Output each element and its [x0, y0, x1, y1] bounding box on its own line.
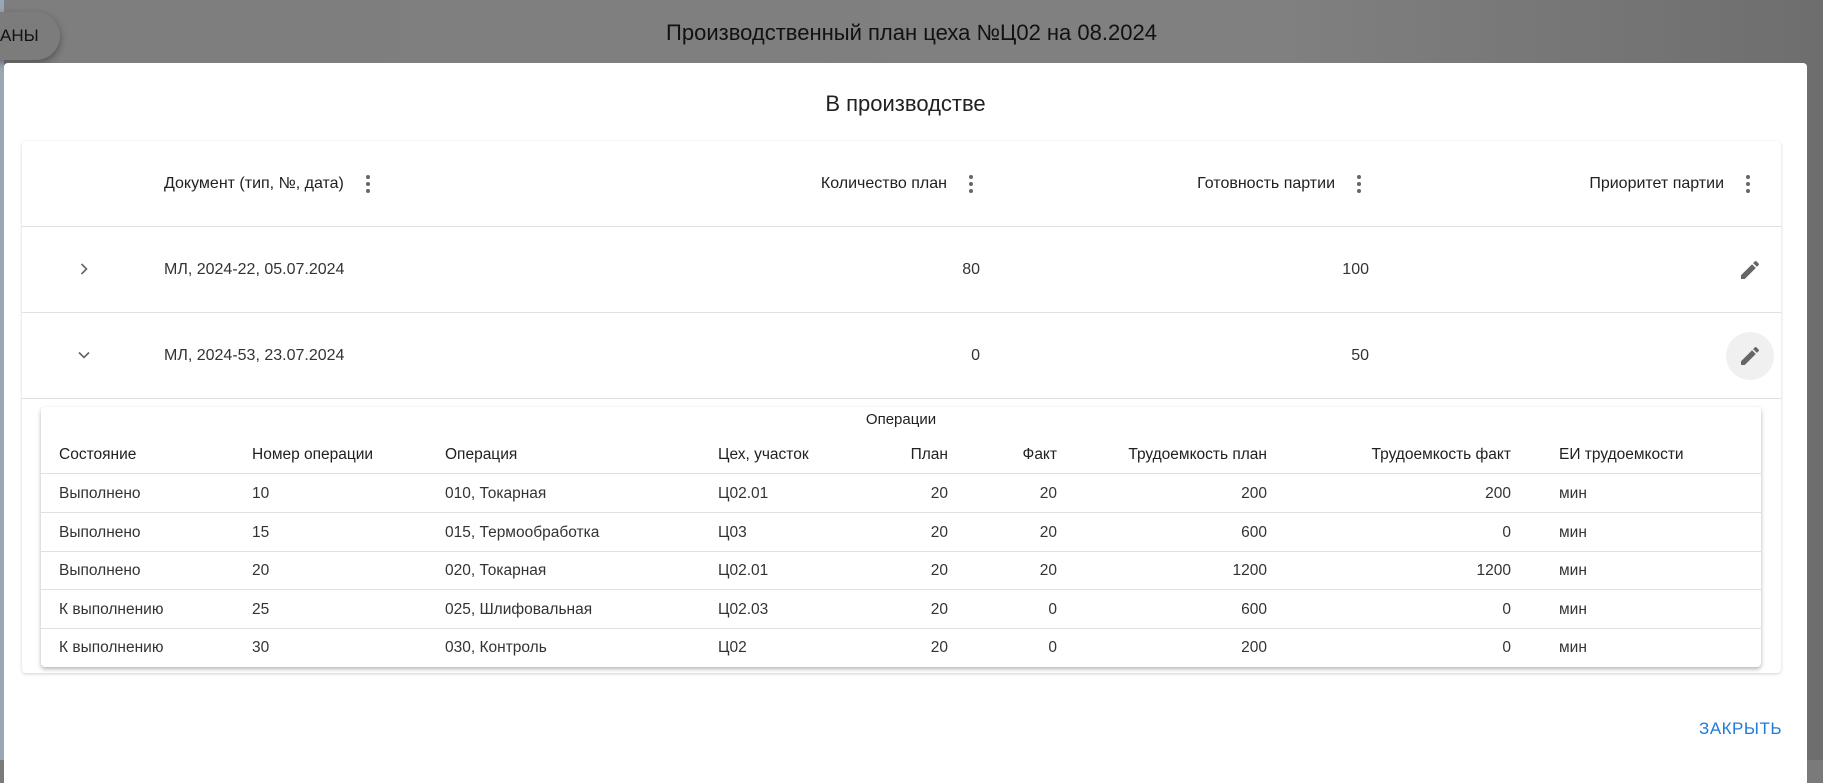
edit-button[interactable] — [1726, 332, 1774, 380]
workshop-cell: Ц02.01 — [718, 485, 769, 502]
labor-plan-cell: 600 — [1241, 523, 1267, 541]
op-number-cell: 15 — [252, 523, 270, 541]
column-label: Документ (тип, №, дата) — [164, 175, 344, 192]
operations-subtable: Операции Состояние Номер операции Операция… — [41, 407, 1761, 667]
document-cell: МЛ, 2024-53, 23.07.2024 — [164, 347, 345, 364]
chevron-down-icon[interactable] — [74, 345, 94, 365]
labor-plan-cell: 1200 — [1232, 562, 1267, 579]
dialog: В производстве Документ (тип, №, дата) К… — [4, 63, 1807, 783]
qty-plan-cell: 0 — [971, 347, 980, 364]
plan-cell: 20 — [930, 562, 948, 579]
labor-fact-cell: 0 — [1502, 600, 1511, 618]
workshop-cell: Цех, участок — [718, 446, 809, 463]
column-menu-icon[interactable] — [358, 172, 378, 196]
window-edge — [0, 0, 4, 760]
status-cell: Выполнено — [59, 562, 141, 579]
labor-fact-cell: 200 — [1485, 485, 1511, 502]
plan-cell: 20 — [930, 639, 948, 656]
table-header: Документ (тип, №, дата) Количество план … — [22, 141, 1781, 227]
op-number-cell: Номер операции — [252, 446, 374, 463]
plan-cell: 20 — [930, 485, 948, 502]
document-cell: МЛ, 2024-22, 05.07.2024 — [164, 261, 345, 278]
operation-row: К выполнению 25 025, Шлифовальная Ц02.03 20 0… — [41, 590, 1761, 629]
production-table: Документ (тип, №, дата) Количество план … — [22, 141, 1781, 673]
column-menu-icon[interactable] — [1738, 172, 1758, 196]
column-label: Количество план — [820, 175, 947, 192]
column-menu-icon[interactable] — [1349, 172, 1369, 196]
plan-cell: 20 — [930, 600, 948, 618]
pencil-icon — [1741, 346, 1760, 365]
fact-cell: 20 — [1039, 562, 1057, 579]
op-number-cell: 10 — [252, 485, 270, 502]
op-number-cell: 30 — [252, 639, 270, 656]
status-cell: Выполнено — [59, 485, 141, 502]
qty-plan-cell: 80 — [962, 261, 980, 278]
operation-row: Выполнено 20 020, Токарная Ц02.01 20 20 1200 12… — [41, 551, 1761, 590]
labor-plan-cell: Трудоемкость план — [1128, 446, 1267, 463]
labor-unit-cell: ЕИ трудоемкости — [1559, 446, 1684, 463]
operations-title: Операции — [865, 411, 937, 428]
status-cell: Состояние — [59, 446, 137, 463]
chevron-right-icon[interactable] — [74, 259, 94, 279]
labor-unit-cell: мин — [1559, 600, 1587, 618]
fact-cell: 20 — [1039, 485, 1057, 502]
pencil-icon — [1741, 260, 1760, 279]
status-cell: К выполнению — [59, 600, 164, 618]
operation-cell: 030, Контроль — [445, 639, 547, 656]
labor-fact-cell: 0 — [1502, 523, 1511, 541]
operations-header: Состояние Номер операции Операция Цех, учас… — [41, 435, 1761, 474]
workshop-cell: Ц02.01 — [718, 562, 769, 579]
column-header-readiness: Готовность партии — [1197, 172, 1369, 196]
workshop-cell: Ц02 — [718, 639, 747, 656]
table-row: МЛ, 2024-22, 05.07.2024 80 100 — [22, 227, 1781, 313]
plan-cell: 20 — [930, 523, 948, 541]
fact-cell: 0 — [1048, 639, 1057, 656]
dialog-title: В производстве — [825, 91, 986, 116]
page-title: Производственный план цеха №Ц02 на 08.20… — [666, 20, 1157, 45]
labor-plan-cell: 200 — [1241, 485, 1267, 502]
column-menu-icon[interactable] — [961, 172, 981, 196]
labor-fact-cell: 1200 — [1476, 562, 1511, 579]
labor-fact-cell: 0 — [1502, 639, 1511, 656]
plan-cell: План — [910, 446, 948, 463]
operation-cell: 015, Термообработка — [445, 523, 600, 541]
table-row-expanded: МЛ, 2024-53, 23.07.2024 0 50 — [22, 313, 1781, 399]
workshop-cell: Ц02.03 — [718, 600, 769, 618]
operation-cell: 020, Токарная — [445, 562, 547, 579]
labor-unit-cell: мин — [1559, 523, 1587, 541]
operation-cell: 010, Токарная — [445, 485, 547, 502]
readiness-cell: 50 — [1351, 347, 1369, 364]
column-label: Приоритет партии — [1589, 175, 1724, 192]
labor-unit-cell: мин — [1559, 485, 1587, 502]
fact-cell: Факт — [1022, 446, 1057, 463]
status-cell: Выполнено — [59, 523, 141, 541]
column-header-document: Документ (тип, №, дата) — [164, 172, 378, 196]
operation-row: К выполнению 30 030, Контроль Ц02 20 0 200 0 мин — [41, 628, 1761, 667]
column-label: Готовность партии — [1197, 175, 1335, 192]
op-number-cell: 25 — [252, 600, 270, 618]
close-button[interactable]: ЗАКРЫТЬ — [1699, 719, 1782, 738]
labor-plan-cell: 600 — [1241, 600, 1267, 618]
labor-fact-cell: Трудоемкость факт — [1371, 446, 1511, 463]
labor-unit-cell: мин — [1559, 639, 1587, 656]
operation-cell: Операция — [445, 446, 518, 463]
status-cell: К выполнению — [59, 639, 164, 656]
fact-cell: 20 — [1039, 523, 1057, 541]
labor-plan-cell: 200 — [1241, 639, 1267, 656]
column-header-priority: Приоритет партии — [1589, 172, 1758, 196]
labor-unit-cell: мин — [1559, 562, 1587, 579]
operation-cell: 025, Шлифовальная — [445, 600, 593, 618]
workshop-cell: Ц03 — [718, 523, 747, 541]
readiness-cell: 100 — [1342, 261, 1369, 278]
column-header-qty-plan: Количество план — [821, 172, 981, 196]
operation-row: Выполнено 15 015, Термообработка Ц03 20 20 600… — [41, 513, 1761, 552]
edit-button[interactable] — [1726, 246, 1774, 294]
background-button: АНЫ — [0, 12, 60, 60]
fact-cell: 0 — [1048, 600, 1057, 618]
operation-row: Выполнено 10 010, Токарная Ц02.01 20 20 200 200… — [41, 474, 1761, 513]
op-number-cell: 20 — [252, 562, 270, 579]
